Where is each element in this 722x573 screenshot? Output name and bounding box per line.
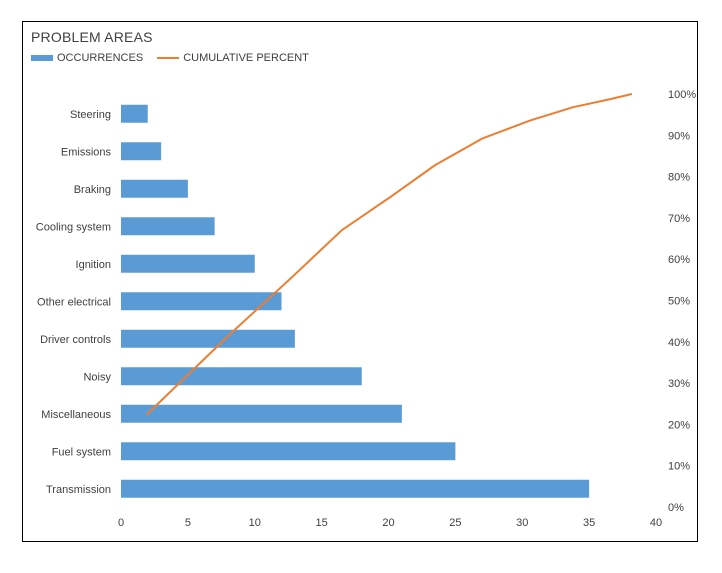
legend-swatch-bar — [31, 55, 53, 61]
category-label: Transmission — [46, 484, 111, 496]
bar — [121, 367, 362, 386]
bar — [121, 217, 215, 236]
x-tick-label: 30 — [516, 517, 528, 529]
bar — [121, 479, 590, 498]
chart-title: PROBLEM AREAS — [31, 29, 153, 45]
bar — [121, 254, 255, 273]
x-tick-label: 0 — [118, 517, 124, 529]
legend-swatch-line — [157, 57, 180, 59]
category-label: Noisy — [83, 371, 111, 383]
category-label: Driver controls — [40, 334, 111, 346]
x-tick-label: 35 — [583, 517, 595, 529]
x-tick-label: 25 — [449, 517, 461, 529]
y2-tick-label: 70% — [668, 213, 690, 225]
legend: OCCURRENCES CUMULATIVE PERCENT — [31, 52, 323, 64]
legend-item-occurrences: OCCURRENCES — [31, 52, 143, 64]
y2-tick-label: 40% — [668, 337, 690, 349]
bar — [121, 142, 162, 161]
category-label: Fuel system — [52, 446, 111, 458]
x-tick-label: 20 — [382, 517, 394, 529]
legend-label-occurrences: OCCURRENCES — [57, 52, 144, 64]
y2-tick-label: 50% — [668, 296, 690, 308]
bar — [121, 329, 295, 348]
category-label: Cooling system — [36, 221, 111, 233]
bar — [121, 404, 402, 423]
category-label: Braking — [74, 184, 111, 196]
y2-tick-label: 100% — [668, 89, 696, 101]
bar — [121, 292, 282, 311]
y2-tick-label: 60% — [668, 254, 690, 266]
x-tick-label: 5 — [185, 517, 191, 529]
cumulative-percent-line — [145, 93, 633, 416]
y2-tick-label: 0% — [668, 502, 684, 514]
category-label: Ignition — [76, 259, 111, 271]
y2-tick-label: 20% — [668, 419, 690, 431]
category-label: Other electrical — [37, 296, 111, 308]
bar — [121, 442, 456, 461]
category-label: Emissions — [61, 146, 112, 158]
y2-tick-label: 30% — [668, 378, 690, 390]
legend-item-cumulative: CUMULATIVE PERCENT — [157, 52, 309, 64]
x-tick-label: 10 — [249, 517, 261, 529]
bar — [121, 104, 148, 123]
category-label: Steering — [70, 109, 111, 121]
y2-tick-label: 90% — [668, 130, 690, 142]
legend-label-cumulative: CUMULATIVE PERCENT — [183, 52, 309, 64]
bar — [121, 179, 188, 198]
y2-tick-label: 10% — [668, 461, 690, 473]
category-label: Miscellaneous — [41, 409, 111, 421]
y2-tick-label: 80% — [668, 172, 690, 184]
x-tick-label: 40 — [650, 517, 662, 529]
x-tick-label: 15 — [316, 517, 328, 529]
